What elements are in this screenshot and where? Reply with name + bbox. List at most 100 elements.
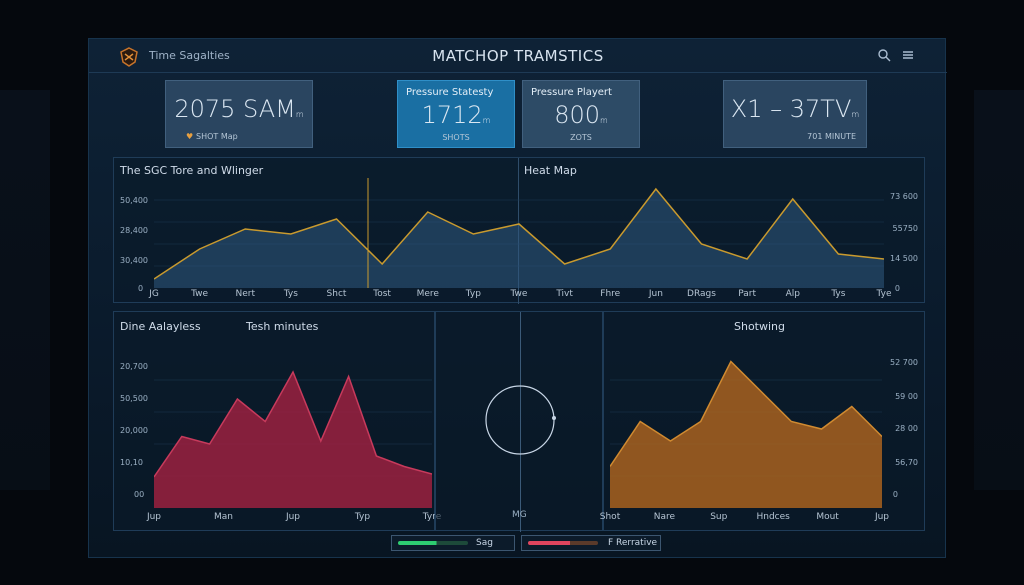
y-tick: 0 (892, 490, 898, 499)
bottom-right-area-chart (610, 360, 882, 508)
page-title: MATCHOP TRAMSTICS (432, 47, 604, 65)
bottom-left-area-chart (154, 370, 432, 508)
x-tick-label: Tye (876, 289, 892, 299)
stat-label: 701 MINUTE (807, 132, 856, 141)
x-tick-label: Nert (235, 289, 256, 299)
search-icon[interactable] (877, 48, 891, 62)
x-tick-label: Nare (653, 512, 676, 522)
stat-value: 800 (554, 101, 600, 129)
y-tick: 28,400 (120, 226, 148, 235)
stat-value: 2075 SAM (174, 95, 296, 123)
legend-item-rerrative[interactable]: F Rerrative (521, 535, 661, 551)
series-line (154, 187, 884, 280)
bottom-left-title: Dine Aalayless (120, 320, 201, 333)
x-tick-label: Tivt (556, 289, 573, 299)
left-edge-panel (0, 90, 50, 490)
y-tick: 0 (138, 284, 144, 293)
x-tick-label: Jup (874, 512, 890, 522)
x-tick-label: Tys (831, 289, 846, 299)
x-tick-label: Sup (710, 512, 728, 522)
x-tick-label: DRags (687, 289, 716, 299)
bottom-left-subtitle: Tesh minutes (246, 320, 319, 333)
series-line (610, 360, 882, 467)
y-tick: 52 700 (890, 358, 918, 367)
center-line (520, 312, 521, 532)
series-line (154, 370, 432, 478)
brand-name: Time Sagalties (149, 49, 230, 62)
area-fill (154, 372, 432, 508)
x-tick-label: Typ (354, 512, 371, 522)
stat-unit: m (482, 116, 491, 125)
x-tick-label: Tyre (422, 512, 442, 522)
x-tick-label: Fhre (600, 289, 621, 299)
header-bar: Time Sagalties MATCHOP TRAMSTICS (89, 39, 947, 73)
x-tick-label: Typ (465, 289, 481, 299)
y-tick: 59 00 (895, 392, 918, 401)
x-tick-label: Twe (191, 289, 209, 299)
stat-unit: m (851, 110, 860, 119)
top-x-axis: JG Twe Nert Tys Shct Tost Mere Typ Twe Tivt Fhre Ju… (149, 289, 891, 301)
stat-card-zots[interactable]: Pressure Playert 800m ZOTS (522, 80, 640, 148)
stat-label: SHOT Map (196, 132, 238, 141)
dashboard-screen: Time Sagalties MATCHOP TRAMSTICS 2075 SA… (88, 38, 947, 558)
shield-logo-icon (120, 47, 138, 67)
legend-label: F Rerrative (608, 538, 658, 548)
y-tick: 10,10 (120, 458, 143, 467)
heat-map-title: Heat Map (524, 164, 577, 177)
y-tick: 56,70 (895, 458, 918, 467)
stat-card-minute[interactable]: X1 – 37TVm 701 MINUTE (723, 80, 867, 148)
top-chart-title: The SGC Tore and Wlinger (120, 164, 264, 177)
heart-icon: ♥ (186, 132, 194, 141)
center-label: MG (512, 510, 527, 520)
legend-swatch (398, 541, 468, 545)
y-tick-right: 73 600 (890, 192, 918, 201)
bottom-left-panel: Dine Aalayless Tesh minutes 20,700 50,50… (113, 311, 441, 531)
x-tick-label: Shot (599, 512, 621, 522)
x-tick-label: Twe (510, 289, 528, 299)
stat-value: 1712 (421, 101, 483, 129)
stat-title: Pressure Playert (531, 87, 612, 98)
menu-icon[interactable] (901, 48, 915, 62)
legend-label: Sag (476, 538, 493, 548)
x-tick-label: Mout (816, 512, 839, 522)
x-tick-label: Mere (416, 289, 439, 299)
x-tick-label: Hndces (756, 512, 790, 522)
x-tick-label: Jup (285, 512, 301, 522)
bottom-right-x-axis: Shot Nare Sup Hndces Mout Jup (600, 512, 889, 524)
y-tick: 50,500 (120, 394, 148, 403)
stat-card-shot-map[interactable]: 2075 SAMm ♥ SHOT Map (165, 80, 313, 148)
x-tick-label: Man (214, 512, 233, 522)
stat-unit: m (295, 110, 304, 119)
y-tick: 20,000 (120, 426, 148, 435)
x-tick-label: Alp (785, 289, 800, 299)
y-tick: 28 00 (895, 424, 918, 433)
stat-label: SHOTS (442, 133, 470, 142)
top-area-chart (154, 178, 884, 288)
bottom-left-x-axis: Jup Man Jup Typ Tyre (147, 512, 441, 524)
x-tick-label: Part (738, 289, 757, 299)
x-tick-label: JG (149, 289, 159, 299)
y-tick: 50,400 (120, 196, 148, 205)
y-tick-right: 0 (894, 284, 900, 293)
stat-label: ZOTS (570, 133, 592, 142)
x-tick-label: Jup (146, 512, 162, 522)
x-tick-label: Tost (373, 289, 391, 299)
bottom-mid-panel: MG (435, 311, 603, 532)
x-tick-label: Jun (648, 289, 663, 299)
stat-title: Pressure Statesty (406, 87, 494, 98)
bottom-right-panel: Shotwing 52 700 59 00 28 00 56,70 0 Shot… (600, 311, 925, 531)
area-fill (154, 189, 884, 288)
right-edge-panel (974, 90, 1024, 490)
legend-item-sag[interactable]: Sag (391, 535, 515, 551)
center-circle-icon (485, 385, 556, 455)
stat-card-shots[interactable]: Pressure Statesty 1712m SHOTS (397, 80, 515, 148)
y-tick-right: 14 500 (890, 254, 918, 263)
y-tick: 30,400 (120, 256, 148, 265)
x-tick-label: Tys (283, 289, 298, 299)
y-tick: 00 (134, 490, 145, 499)
stat-unit: m (600, 116, 608, 125)
y-tick-right: 55750 (892, 224, 918, 233)
stat-value: X1 – 37TV (730, 95, 852, 123)
x-tick-label: Shct (326, 289, 347, 299)
y-tick: 20,700 (120, 362, 148, 371)
